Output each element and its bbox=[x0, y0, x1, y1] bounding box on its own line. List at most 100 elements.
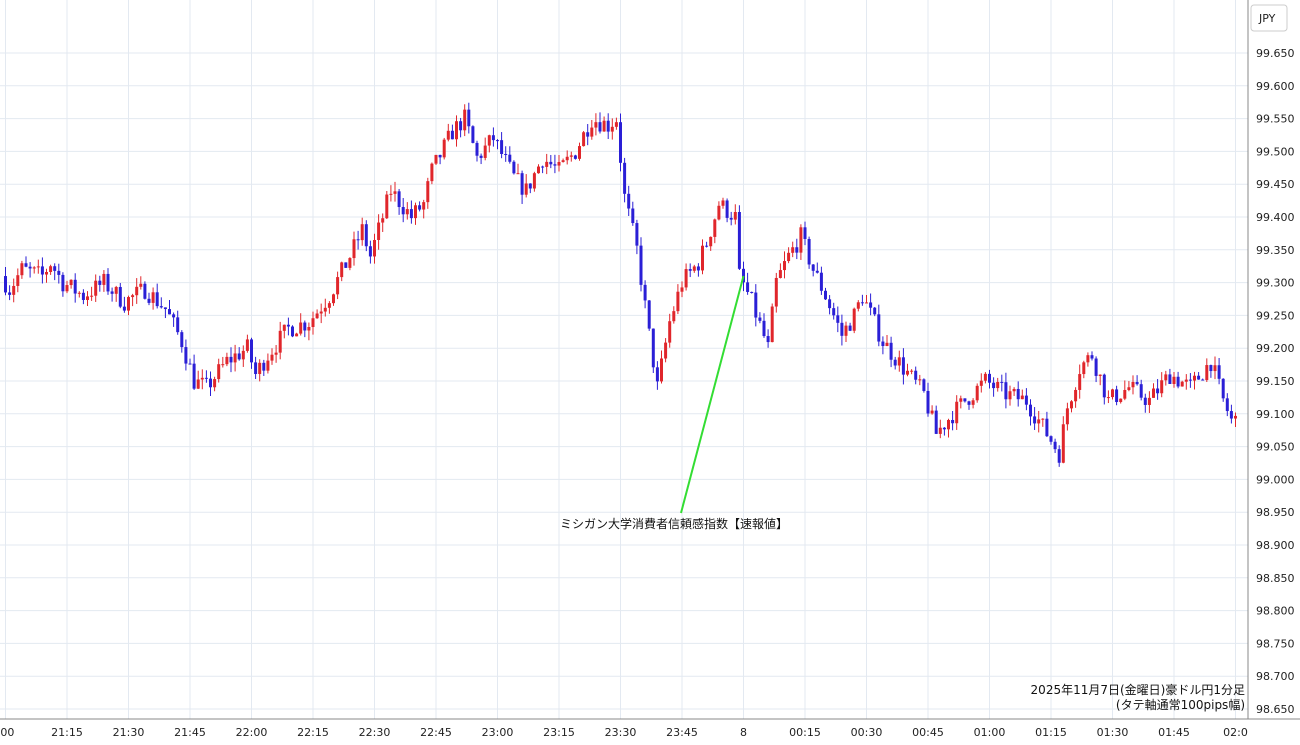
candle-body bbox=[102, 273, 106, 285]
candle-body bbox=[1041, 418, 1045, 420]
candle-body bbox=[61, 274, 65, 292]
time-tick-label: 22:00 bbox=[236, 726, 268, 739]
candle-body bbox=[561, 160, 565, 162]
candle-body bbox=[512, 161, 516, 174]
candle-body bbox=[971, 400, 975, 405]
candle-body bbox=[459, 121, 463, 131]
candle-body bbox=[143, 283, 147, 299]
candle-body bbox=[799, 227, 803, 253]
candle-body bbox=[549, 161, 553, 165]
candle-body bbox=[910, 370, 914, 372]
candle-body bbox=[266, 360, 270, 371]
price-tick-label: 98.750 bbox=[1256, 637, 1295, 650]
footer: 2025年11月7日(金曜日)豪ドル円1分足 (タテ軸通常100pips幅) bbox=[1031, 682, 1245, 712]
candle-body bbox=[147, 298, 151, 303]
candle-body bbox=[725, 200, 729, 218]
candle-body bbox=[307, 327, 311, 331]
candle-body bbox=[188, 363, 192, 365]
candle-body bbox=[967, 401, 971, 405]
candle-body bbox=[1188, 379, 1192, 381]
candle-body bbox=[233, 353, 237, 363]
candle-body bbox=[721, 200, 725, 206]
candle-body bbox=[717, 205, 721, 220]
candle-body bbox=[414, 205, 417, 219]
candle-body bbox=[336, 277, 340, 295]
candle-body bbox=[200, 377, 204, 380]
candle-body bbox=[955, 401, 959, 424]
candle-body bbox=[1156, 388, 1160, 394]
candle-body bbox=[852, 308, 856, 331]
candle-body bbox=[36, 266, 40, 268]
footer-line-1: 2025年11月7日(金曜日)豪ドル円1分足 bbox=[1031, 682, 1245, 697]
candle-body bbox=[885, 342, 889, 347]
candle-body bbox=[327, 303, 331, 308]
candle-body bbox=[389, 193, 393, 195]
candle-body bbox=[627, 193, 631, 209]
time-tick-label: 21:30 bbox=[113, 726, 145, 739]
candle-body bbox=[348, 258, 352, 268]
time-tick-label: 22:45 bbox=[420, 726, 452, 739]
candle-body bbox=[1029, 404, 1032, 417]
candle-body bbox=[655, 367, 659, 382]
candle-body bbox=[504, 154, 508, 156]
candle-body bbox=[69, 279, 73, 286]
price-tick-label: 99.550 bbox=[1256, 113, 1295, 126]
candle-body bbox=[168, 309, 171, 315]
candle-body bbox=[422, 202, 426, 210]
candle-body bbox=[286, 324, 290, 327]
candle-body bbox=[491, 135, 495, 141]
candle-body bbox=[299, 322, 303, 334]
candle-body bbox=[393, 191, 397, 194]
candle-body bbox=[344, 262, 348, 268]
candle-body bbox=[1131, 381, 1135, 388]
candle-body bbox=[323, 307, 327, 312]
price-tick-label: 99.450 bbox=[1256, 178, 1295, 191]
candle-body bbox=[16, 275, 20, 286]
candle-body bbox=[680, 287, 684, 292]
candle-body bbox=[430, 163, 434, 182]
candle-body bbox=[537, 166, 540, 174]
candle-body bbox=[262, 362, 266, 371]
candle-body bbox=[1061, 424, 1065, 463]
candle-body bbox=[209, 378, 212, 388]
candle-body bbox=[418, 205, 422, 210]
candle-body bbox=[139, 283, 143, 287]
candle-body bbox=[1135, 381, 1139, 385]
candle-body bbox=[1180, 381, 1184, 387]
candle-body bbox=[455, 121, 458, 140]
candle-body bbox=[860, 302, 864, 304]
candle-body bbox=[4, 276, 7, 293]
candle-body bbox=[1234, 415, 1237, 419]
candle-body bbox=[381, 218, 385, 223]
candles bbox=[4, 102, 1237, 467]
candle-body bbox=[221, 364, 225, 366]
candle-body bbox=[906, 370, 909, 375]
candle-body bbox=[635, 223, 639, 246]
price-tick-label: 98.950 bbox=[1256, 506, 1295, 519]
candle-body bbox=[471, 126, 475, 143]
candle-body bbox=[1102, 374, 1106, 398]
candle-body bbox=[828, 299, 832, 309]
candle-body bbox=[631, 208, 635, 224]
candle-body bbox=[942, 427, 946, 430]
candle-body bbox=[274, 352, 278, 355]
candle-body bbox=[602, 120, 606, 132]
candle-body bbox=[1037, 419, 1041, 424]
candle-body bbox=[791, 247, 795, 253]
candle-body bbox=[877, 314, 881, 342]
candle-body bbox=[65, 285, 69, 292]
candle-body bbox=[204, 377, 208, 379]
candle-body bbox=[922, 379, 926, 391]
candle-body bbox=[241, 350, 245, 360]
price-tick-label: 98.700 bbox=[1256, 670, 1295, 683]
candle-body bbox=[1049, 436, 1053, 442]
time-tick-label: 02:0 bbox=[1223, 726, 1248, 739]
time-tick-label: 00:15 bbox=[789, 726, 821, 739]
candle-body bbox=[463, 109, 467, 131]
candle-body bbox=[1098, 374, 1102, 376]
candle-body bbox=[94, 280, 98, 296]
candle-body bbox=[405, 209, 409, 215]
candle-body bbox=[988, 373, 991, 383]
candle-body bbox=[959, 398, 963, 402]
